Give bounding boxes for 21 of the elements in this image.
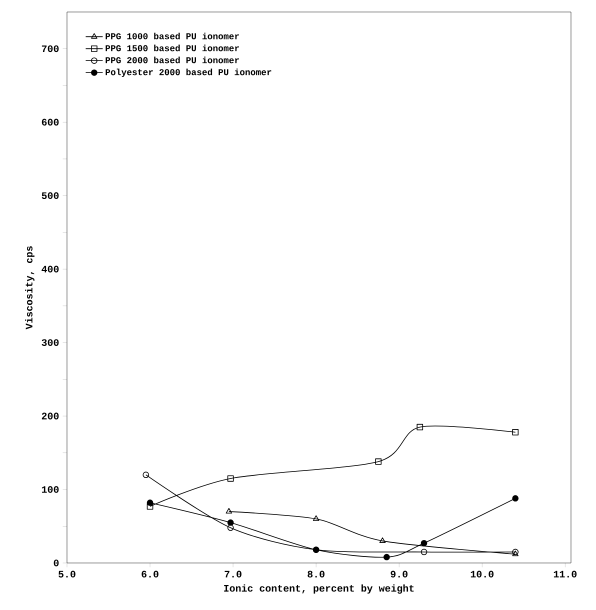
x-axis-title: Ionic content, percent by weight <box>224 584 414 594</box>
y-tick-label: 500 <box>42 192 59 200</box>
legend-label: PPG 2000 based PU ionomer <box>106 56 239 64</box>
legend-label: PPG 1500 based PU ionomer <box>106 44 239 52</box>
y-tick-label: 600 <box>42 118 59 126</box>
x-tick-label: 8.0 <box>308 570 324 578</box>
y-tick-label: 100 <box>42 486 59 493</box>
x-tick-label: 10.0 <box>470 570 494 578</box>
x-tick-label: 6.0 <box>142 570 158 578</box>
x-tick-label: 11.0 <box>554 570 577 578</box>
x-tick-label: 5.0 <box>58 570 76 578</box>
y-tick-label: 700 <box>42 45 59 52</box>
y-tick-label: 400 <box>42 266 59 273</box>
legend-label: Polyester 2000 based PU ionomer <box>106 68 272 77</box>
x-tick-label: 9.0 <box>390 570 408 578</box>
x-tick-label: 7.0 <box>224 570 242 578</box>
legend-label: PPG 1000 based PU ionomer <box>106 32 239 40</box>
y-axis-title: Viscosity, cps <box>25 246 34 330</box>
y-tick-label: 200 <box>42 412 59 420</box>
y-tick-label: 0 <box>54 560 59 566</box>
y-tick-label: 300 <box>42 339 59 346</box>
